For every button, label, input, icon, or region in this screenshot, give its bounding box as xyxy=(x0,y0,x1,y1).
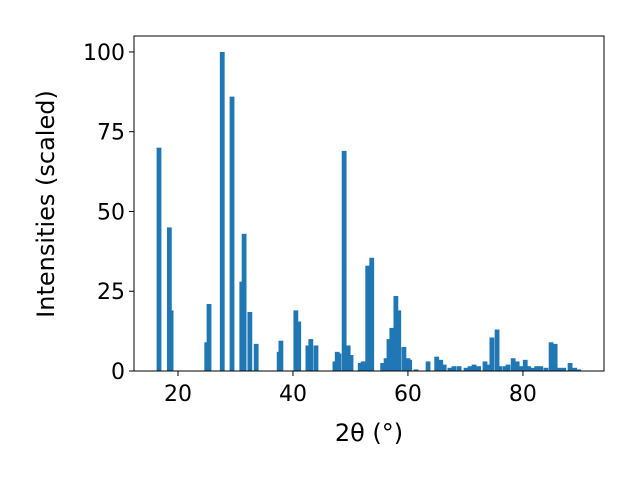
bar xyxy=(241,233,247,371)
bar xyxy=(229,96,235,371)
bar xyxy=(561,367,567,371)
bar xyxy=(345,345,351,371)
bar xyxy=(293,310,299,371)
bar xyxy=(514,361,520,371)
bar xyxy=(168,310,174,371)
x-tick-label: 60 xyxy=(394,382,422,407)
bar xyxy=(476,366,482,371)
bar xyxy=(313,345,319,371)
bar xyxy=(434,356,440,371)
bar xyxy=(494,329,500,371)
bar xyxy=(278,340,284,371)
bar xyxy=(538,366,544,371)
bar xyxy=(365,265,371,371)
bar xyxy=(305,345,311,371)
bar xyxy=(543,367,549,371)
bar xyxy=(502,366,508,371)
bar xyxy=(380,363,386,371)
bar xyxy=(341,150,347,371)
bar xyxy=(482,361,488,371)
y-tick-label: 25 xyxy=(97,280,125,305)
bar xyxy=(166,227,172,371)
bar xyxy=(552,343,558,371)
bar xyxy=(534,366,540,371)
bar xyxy=(456,366,462,371)
bar xyxy=(413,369,419,371)
bar xyxy=(576,369,582,371)
x-axis-label: 2θ (°) xyxy=(335,419,403,447)
bar xyxy=(471,364,477,371)
bar xyxy=(369,257,375,371)
bar xyxy=(296,321,302,371)
bar xyxy=(451,366,457,371)
bar xyxy=(518,366,524,371)
bar xyxy=(505,364,511,371)
bar xyxy=(489,337,495,371)
bar xyxy=(396,310,402,371)
bar xyxy=(441,364,447,371)
bar xyxy=(497,366,503,371)
plot-frame xyxy=(133,35,605,372)
bar xyxy=(336,353,342,371)
x-tick-label: 80 xyxy=(509,382,537,407)
bar xyxy=(401,347,407,371)
bar xyxy=(548,342,554,371)
bar xyxy=(383,358,389,371)
bar xyxy=(556,367,562,371)
bar xyxy=(253,343,259,371)
x-tick-label: 40 xyxy=(279,382,307,407)
bar xyxy=(389,327,395,371)
y-tick-label: 50 xyxy=(97,200,125,225)
y-axis-label: Intensities (scaled) xyxy=(32,90,60,318)
bar xyxy=(393,296,399,371)
bar xyxy=(530,367,536,371)
y-tick-label: 0 xyxy=(111,360,125,385)
bar xyxy=(510,358,516,371)
bar xyxy=(156,147,162,371)
bar xyxy=(425,361,431,371)
bar xyxy=(526,366,532,371)
bar xyxy=(567,363,573,371)
bar xyxy=(485,364,491,371)
bar xyxy=(308,339,314,371)
bar xyxy=(219,51,225,371)
bar xyxy=(206,304,212,371)
bar xyxy=(357,363,363,371)
bar xyxy=(463,367,469,371)
bar xyxy=(360,361,366,371)
bar xyxy=(386,339,392,371)
bar xyxy=(447,367,453,371)
y-tick-label: 100 xyxy=(83,41,125,66)
bar xyxy=(572,367,578,371)
y-tick-label: 75 xyxy=(97,121,125,146)
bar xyxy=(247,311,253,371)
bar xyxy=(467,366,473,371)
bar xyxy=(438,359,444,371)
bar xyxy=(407,359,413,371)
bar xyxy=(522,359,528,371)
bar xyxy=(348,355,354,371)
x-tick-label: 20 xyxy=(164,382,192,407)
